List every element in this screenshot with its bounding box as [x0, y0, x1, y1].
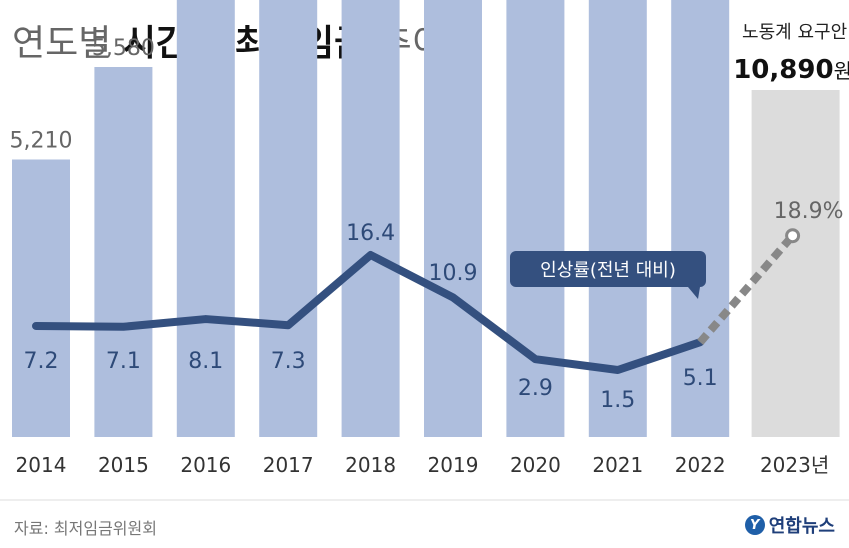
- rate-badge-label: 인상률(전년 대비): [540, 260, 676, 281]
- rate-badge-pointer: [688, 287, 700, 299]
- bar-2018: [341, 0, 400, 437]
- rate-label-2016: 8.1: [188, 349, 223, 374]
- bar-2020: [506, 0, 565, 437]
- title-part-year: 연도별: [12, 23, 123, 64]
- proposal-number: 10,890: [733, 55, 833, 85]
- proposal-value: 10,890원: [733, 55, 849, 85]
- x-tick-2020: 2020: [510, 453, 561, 477]
- rate-label-2021: 1.5: [600, 388, 635, 413]
- x-tick-2021: 2021: [592, 453, 643, 477]
- bar-2017: [259, 0, 318, 437]
- rate-line-dashed-2023: [697, 233, 796, 345]
- logo-mark-icon: Y: [744, 515, 765, 535]
- rate-label-2019: 10.9: [429, 261, 478, 286]
- source-note: 자료: 최저임금위원회: [14, 519, 157, 538]
- chart-title: 연도별 시간당 최저임금 추이: [12, 14, 445, 66]
- bar-2014: [12, 159, 70, 437]
- x-tick-2022: 2022: [675, 453, 726, 477]
- bar-label-2015: 5,580: [92, 36, 155, 61]
- x-tick-2015: 2015: [98, 453, 149, 477]
- proposal-unit: 원: [834, 59, 849, 83]
- rate-badge: [510, 251, 706, 287]
- rate-label-2023년: 18.9%: [774, 199, 844, 224]
- bar-label-2014: 5,210: [10, 129, 73, 154]
- bar-2015: [94, 67, 153, 437]
- rate-label-2017: 7.3: [271, 349, 306, 374]
- rate-label-2018: 16.4: [346, 221, 395, 246]
- rate-point-2023: [785, 228, 801, 244]
- bar-2022: [671, 0, 730, 437]
- x-tick-2014: 2014: [16, 453, 67, 477]
- x-tick-2019: 2019: [428, 453, 479, 477]
- x-tick-2017: 2017: [263, 453, 314, 477]
- title-part-main: 시간당 최저임금: [122, 23, 368, 64]
- x-tick-2023년: 2023년: [760, 453, 829, 477]
- rate-label-2020: 2.9: [518, 376, 553, 401]
- proposal-title: 노동계 요구안: [742, 22, 847, 43]
- publisher-logo: Y 연합뉴스: [744, 512, 835, 538]
- bar-2016: [176, 0, 235, 437]
- rate-label-2022: 5.1: [683, 366, 718, 391]
- logo-text: 연합뉴스: [768, 516, 835, 537]
- x-tick-2016: 2016: [180, 453, 231, 477]
- rate-label-2014: 7.2: [24, 349, 59, 374]
- x-tick-2018: 2018: [345, 453, 396, 477]
- bar-2019: [424, 0, 482, 437]
- rate-line: [32, 251, 705, 374]
- rate-label-2015: 7.1: [106, 349, 141, 374]
